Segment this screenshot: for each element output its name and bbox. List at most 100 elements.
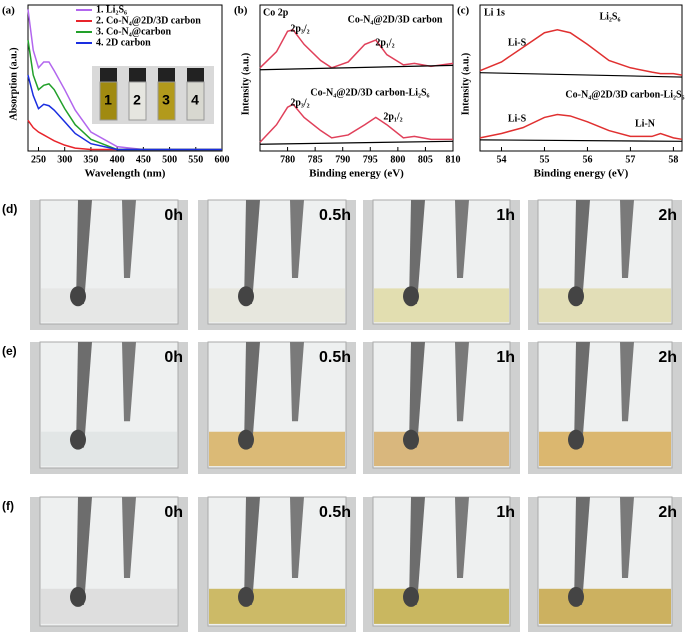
clip-right	[455, 342, 469, 422]
electrode	[568, 586, 584, 607]
liquid	[209, 431, 345, 467]
electrode	[403, 286, 419, 307]
x-tick-label: 400	[110, 154, 125, 165]
annotation: Li-S	[508, 37, 527, 48]
x-tick-label: 500	[162, 154, 177, 165]
vial-cap	[129, 68, 146, 82]
clip-right	[620, 342, 634, 422]
liquid	[41, 288, 177, 323]
vial-number: 1	[104, 92, 112, 108]
liquid	[374, 288, 509, 323]
plot-frame	[259, 4, 454, 152]
legend-label: 2. Co-N₄@2D/3D carbon	[96, 15, 201, 26]
annotation: Co-N₄@2D/3D carbon-Li₂S₆	[310, 87, 429, 98]
annotation: Li-N	[635, 118, 656, 129]
baseline	[259, 64, 454, 71]
clip-right	[620, 200, 634, 278]
liquid	[539, 588, 671, 624]
vial	[186, 81, 205, 121]
baseline	[259, 140, 454, 145]
electrode	[238, 429, 254, 450]
data-line	[259, 28, 454, 69]
electrode	[70, 586, 86, 607]
x-tick-label: 250	[31, 154, 46, 165]
x-tick-label: 800	[390, 154, 405, 165]
x-axis-label: Binding energy (eV)	[534, 168, 629, 180]
clip-left	[409, 200, 425, 304]
x-tick-label: 780	[280, 154, 295, 165]
time-label: 0h	[164, 349, 183, 366]
clip-left	[76, 497, 92, 605]
electrode	[238, 586, 254, 607]
x-axis-label: Binding energy (eV)	[309, 168, 404, 180]
clip-left	[76, 342, 92, 448]
photo-panel-label: (d)	[2, 202, 17, 216]
time-label: 1h	[496, 504, 515, 521]
liquid	[374, 588, 509, 624]
x-tick-label: 55	[539, 154, 549, 165]
x-tick-label: 300	[57, 154, 72, 165]
annotation: Co-N₄@2D/3D carbon-Li₂S₆	[565, 89, 684, 100]
clip-left	[244, 497, 260, 605]
x-axis-label: Wavelength (nm)	[85, 168, 166, 180]
x-tick-label: 600	[215, 154, 230, 165]
time-label: 2h	[658, 504, 677, 521]
x-tick-label: 54	[496, 154, 506, 165]
clip-right	[455, 200, 469, 278]
annotation: Li-S	[508, 113, 527, 124]
clip-left	[244, 342, 260, 448]
clip-left	[76, 200, 92, 304]
time-label: 0.5h	[319, 207, 351, 224]
x-tick-label: 810	[446, 154, 461, 165]
annotation: 2p₁/₂	[375, 37, 394, 48]
panel-label: (c)	[457, 5, 470, 17]
y-axis-label: Intensity (a.u.)	[240, 53, 251, 116]
vial-number: 3	[162, 92, 170, 108]
vial	[128, 81, 147, 121]
time-label: 0h	[164, 207, 183, 224]
liquid	[209, 588, 345, 624]
panel-label: (b)	[234, 5, 248, 17]
data-line	[479, 29, 683, 76]
plot-frame	[479, 4, 683, 152]
time-label: 0.5h	[319, 504, 351, 521]
legend-label: 1. Li₂S₆	[96, 4, 127, 15]
liquid	[209, 288, 345, 323]
data-line	[27, 74, 222, 151]
electrode	[70, 429, 86, 450]
data-line	[27, 119, 222, 151]
x-tick-label: 450	[136, 154, 151, 165]
x-tick-label: 805	[418, 154, 433, 165]
y-axis-label: Absorption (a.u.)	[8, 47, 19, 120]
vial-number: 4	[191, 92, 199, 108]
vial-number: 2	[133, 92, 141, 108]
electrode	[568, 429, 584, 450]
clip-right	[290, 497, 304, 578]
y-axis-label: Intensity (a.u.)	[460, 53, 471, 116]
clip-left	[574, 200, 590, 304]
data-line	[479, 113, 683, 141]
clip-right	[290, 200, 304, 278]
panel-label: (a)	[2, 5, 15, 17]
clip-left	[244, 200, 260, 304]
electrode	[70, 286, 86, 307]
vial-cap	[158, 68, 175, 82]
legend-label: 4. 2D carbon	[96, 37, 151, 48]
electrode	[403, 429, 419, 450]
clip-right	[620, 497, 634, 578]
x-tick-label: 785	[308, 154, 323, 165]
photo-panel-label: (f)	[2, 499, 14, 513]
time-label: 0.5h	[319, 349, 351, 366]
vial	[99, 81, 118, 121]
vial-cap	[100, 68, 117, 82]
legend-label: 3. Co-N₄@carbon	[96, 26, 172, 37]
x-tick-label: 350	[83, 154, 98, 165]
annotation: Li₂S₆	[599, 11, 620, 22]
photo-panel-label: (e)	[2, 344, 17, 358]
liquid	[374, 431, 509, 467]
clip-right	[455, 497, 469, 578]
vial	[157, 81, 176, 121]
vial-cap	[187, 68, 204, 82]
x-tick-label: 790	[335, 154, 350, 165]
clip-left	[409, 342, 425, 448]
